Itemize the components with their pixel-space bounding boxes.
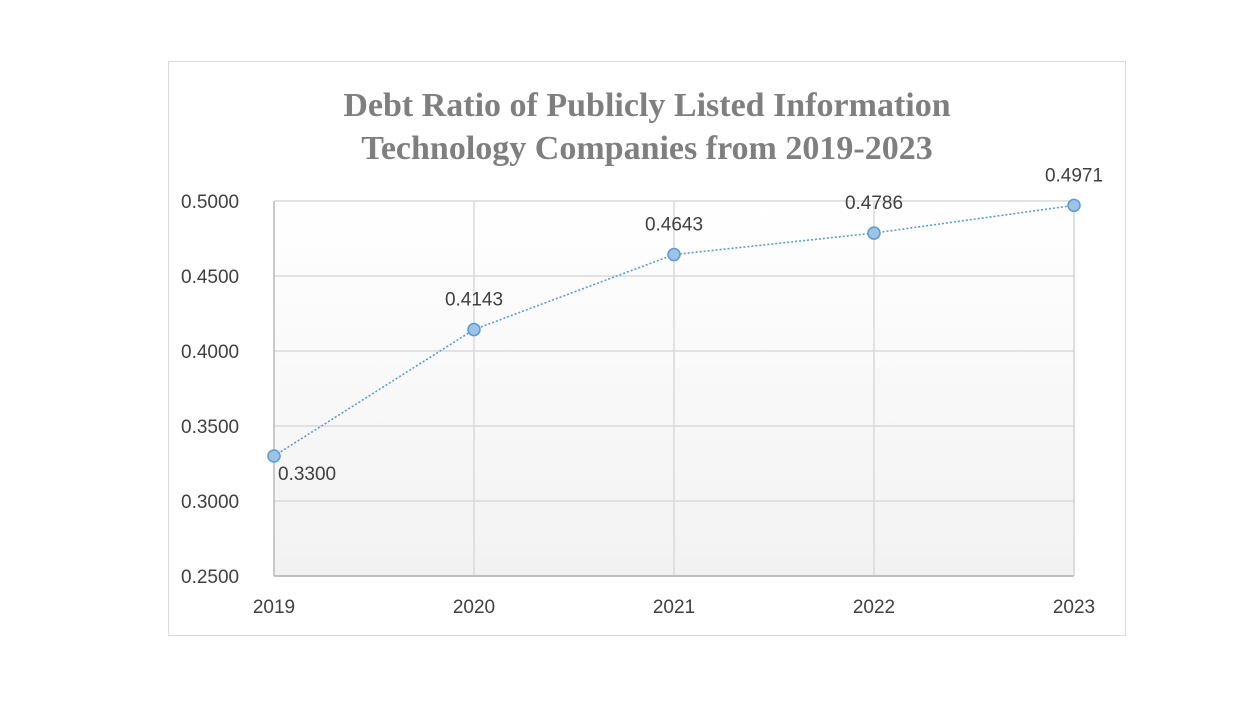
data-label: 0.3300 xyxy=(278,464,336,485)
data-point xyxy=(467,322,481,337)
data-point xyxy=(667,247,681,262)
data-label: 0.4971 xyxy=(1045,165,1103,186)
data-label: 0.4643 xyxy=(645,215,703,236)
data-point xyxy=(1067,198,1081,213)
y-tick-label: 0.4000 xyxy=(181,342,239,363)
x-tick-label: 2023 xyxy=(1053,597,1095,618)
chart-title: Debt Ratio of Publicly Listed Informatio… xyxy=(168,84,1126,170)
x-tick-label: 2020 xyxy=(453,597,495,618)
data-label: 0.4143 xyxy=(445,290,503,311)
y-tick-label: 0.4500 xyxy=(181,267,239,288)
y-tick-label: 0.3500 xyxy=(181,417,239,438)
x-tick-label: 2022 xyxy=(853,597,895,618)
x-tick-label: 2021 xyxy=(653,597,695,618)
series-layer xyxy=(267,198,1081,463)
data-labels: 0.3300 0.4143 0.4643 0.4786 0.4971 xyxy=(278,165,1103,485)
chart-title-line-1: Debt Ratio of Publicly Listed Informatio… xyxy=(343,87,951,124)
y-tick-label: 0.2500 xyxy=(181,567,239,588)
x-tick-label: 2019 xyxy=(253,597,295,618)
series-line xyxy=(273,204,1075,457)
axes xyxy=(273,201,1075,577)
data-label: 0.4786 xyxy=(845,193,903,214)
tick-labels: 0.2500 0.3000 0.3500 0.4000 0.4500 0.5000 2019… xyxy=(181,192,1095,618)
y-tick-label: 0.5000 xyxy=(181,192,239,213)
data-point xyxy=(867,226,881,240)
data-point xyxy=(267,449,281,463)
chart-title-line-2: Technology Companies from 2019-2023 xyxy=(361,130,933,167)
y-tick-label: 0.3000 xyxy=(181,492,239,513)
